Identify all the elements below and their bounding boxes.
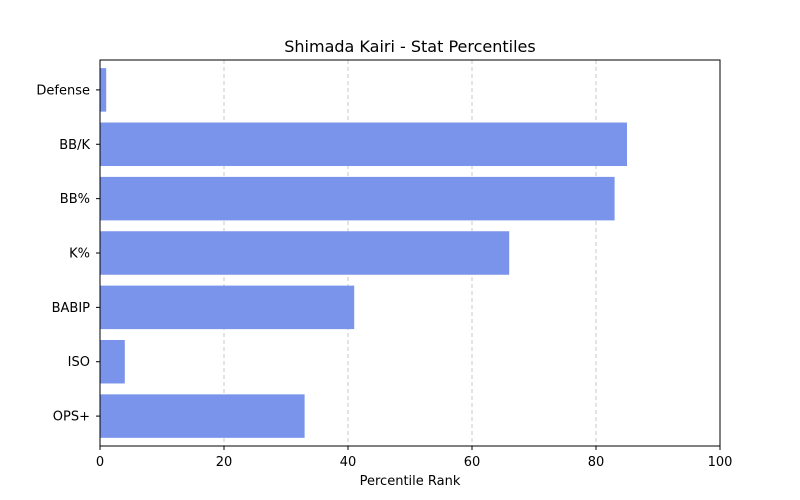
x-axis-label: Percentile Rank: [360, 474, 461, 489]
bar-ISO: [100, 339, 125, 384]
x-tick-label: 20: [216, 455, 233, 470]
bars: [100, 68, 627, 438]
bar-BB/K: [100, 122, 627, 167]
y-tick-label: ISO: [68, 355, 90, 370]
x-tick-label: 100: [708, 455, 733, 470]
y-tick-label: Defense: [36, 83, 90, 98]
bar-OPS+: [100, 394, 305, 438]
chart-title: Shimada Kairi - Stat Percentiles: [284, 37, 535, 56]
y-tick-label: K%: [69, 247, 90, 262]
bar-Defense: [100, 68, 107, 112]
x-tick-label: 60: [464, 455, 481, 470]
x-tick-label: 0: [96, 455, 104, 470]
x-axis: 0 20 40 60 80 100: [96, 446, 733, 470]
bar-BB%: [100, 176, 615, 221]
x-tick-label: 80: [588, 455, 605, 470]
y-tick-label: OPS+: [53, 410, 90, 425]
bar-BABIP: [100, 285, 355, 330]
x-tick-label: 40: [340, 455, 357, 470]
y-tick-label: BB%: [60, 192, 90, 207]
y-tick-label: BABIP: [52, 301, 91, 316]
bar-K%: [100, 231, 510, 275]
y-axis: Defense BB/K BB% K% BABIP ISO OPS+: [36, 83, 100, 425]
y-tick-label: BB/K: [59, 138, 90, 153]
